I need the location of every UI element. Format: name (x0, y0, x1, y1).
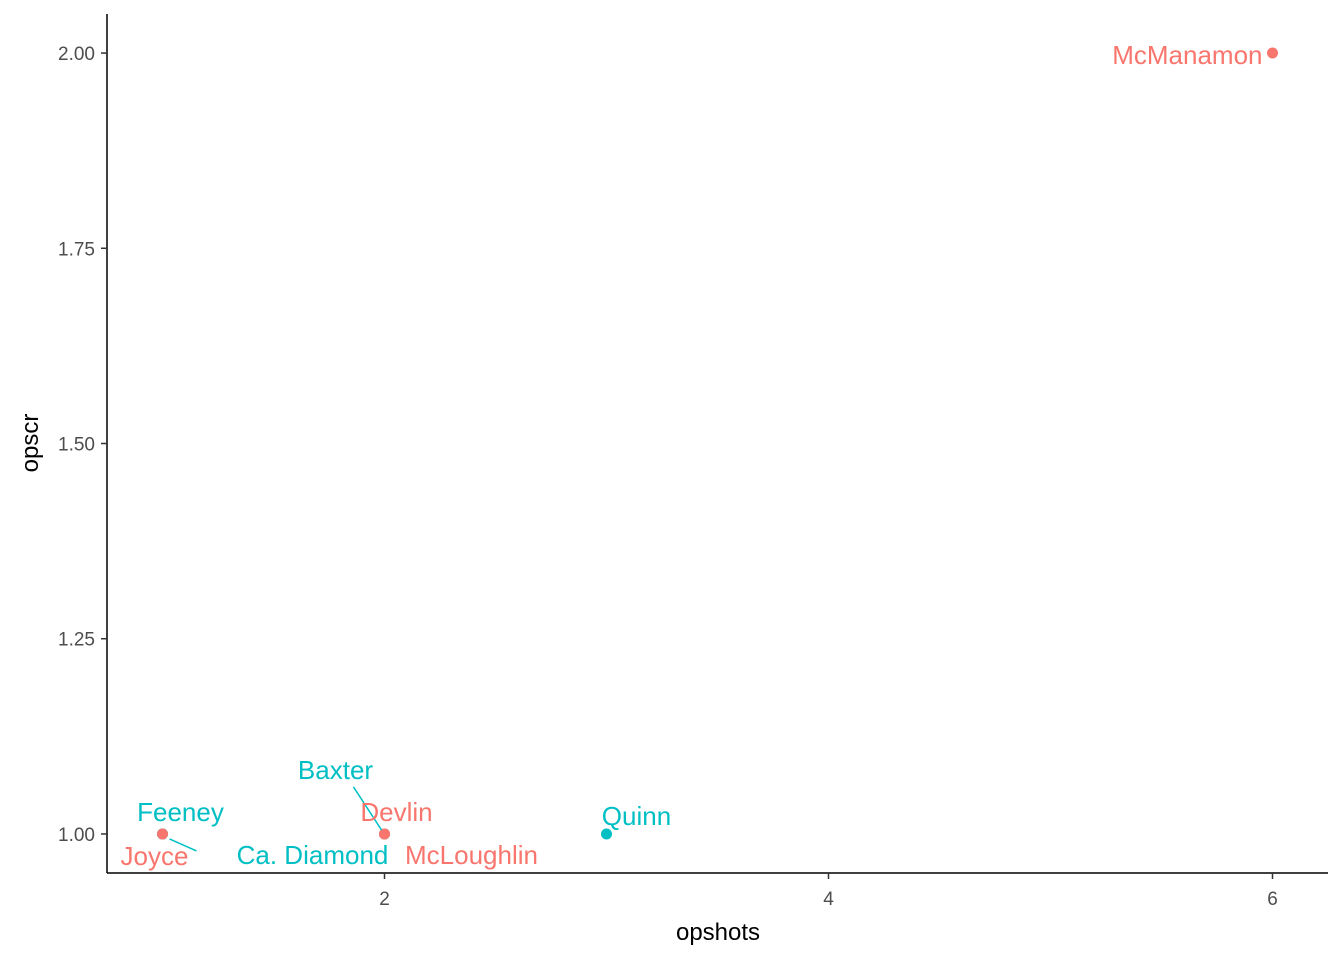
point-label-mcmanamon: McManamon (1112, 40, 1262, 70)
y-tick-label: 2.00 (58, 44, 95, 65)
y-tick-label: 1.50 (58, 435, 95, 456)
point-label-baxter: Baxter (298, 755, 373, 785)
y-axis-title: opscr (17, 414, 44, 473)
label-leader-line (169, 838, 197, 852)
y-tick-label: 1.00 (58, 825, 95, 846)
y-tick-label: 1.75 (58, 239, 95, 260)
y-tick-label: 1.25 (58, 630, 95, 651)
x-tick-label: 6 (1267, 889, 1278, 910)
point-label-ca-diamond: Ca. Diamond (237, 840, 389, 870)
labels-layer: Feeney Ca. Diamond Joyce Baxter Devlin McLoug… (121, 40, 1263, 871)
data-point-quinn (601, 828, 612, 840)
data-point-mcloughlin (379, 828, 390, 840)
point-label-joyce: Joyce (121, 841, 189, 871)
point-label-feeney: Feeney (137, 797, 224, 827)
x-axis-title: opshots (676, 919, 760, 946)
data-point-joyce (157, 828, 168, 840)
point-label-quinn: Quinn (602, 801, 671, 831)
point-label-devlin: Devlin (360, 797, 432, 827)
x-ticks: 2 4 6 (379, 873, 1278, 910)
data-point-mcmanamon (1267, 47, 1278, 59)
label-leader-line (352, 786, 383, 831)
points-layer (157, 47, 1278, 840)
y-ticks: 1.00 1.25 1.50 1.75 2.00 (58, 44, 107, 846)
x-tick-label: 2 (379, 889, 390, 910)
point-label-mcloughlin: McLoughlin (405, 840, 538, 870)
x-tick-label: 4 (823, 889, 834, 910)
